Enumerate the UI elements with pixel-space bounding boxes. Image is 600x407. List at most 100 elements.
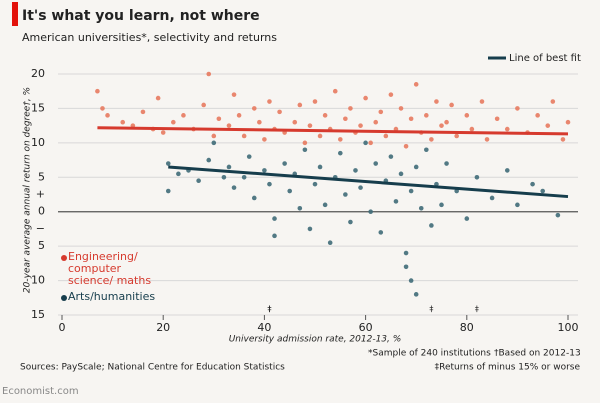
point — [322, 202, 328, 208]
point — [515, 106, 520, 111]
point — [413, 82, 419, 87]
below-range-marker: ‡ — [475, 305, 479, 314]
point — [272, 233, 277, 239]
point — [338, 137, 343, 142]
point — [408, 278, 414, 283]
point — [176, 171, 181, 177]
point — [479, 99, 485, 104]
x-tick-label: 40 — [257, 321, 271, 334]
point — [383, 133, 389, 139]
point — [206, 157, 212, 163]
y-tick-label: 5 — [38, 170, 45, 183]
footnote: †Based on 2012-13 — [494, 349, 581, 359]
point — [429, 137, 434, 142]
point — [358, 123, 363, 128]
fit-line — [97, 126, 569, 136]
point — [105, 113, 110, 118]
point — [388, 154, 394, 159]
below-range-marker: ‡ — [429, 305, 433, 314]
point — [403, 250, 409, 256]
point — [231, 185, 237, 190]
point — [413, 164, 419, 170]
point — [211, 133, 217, 139]
point — [418, 205, 424, 211]
point — [439, 202, 444, 208]
point — [474, 174, 480, 180]
point — [494, 116, 500, 122]
point — [272, 216, 277, 221]
legend-swatch — [61, 255, 67, 261]
point — [368, 209, 373, 215]
y-tick-label: 15 — [31, 308, 45, 321]
point — [413, 292, 419, 297]
y-tick-label: 15 — [31, 101, 45, 114]
point — [317, 164, 323, 170]
point — [257, 119, 262, 125]
y-axis-label: 20-year average annual return on degree†… — [23, 87, 33, 293]
point — [484, 137, 490, 142]
source: Sources: PayScale; National Centre for E… — [20, 363, 285, 373]
point — [241, 133, 247, 139]
point — [302, 147, 308, 153]
point — [444, 119, 449, 125]
sign-label: + — [36, 188, 45, 201]
point — [338, 150, 343, 156]
y-tick-label: 10 — [31, 274, 45, 287]
x-axis-label: University admission rate, 2012-13, % — [229, 335, 402, 345]
chart-title: It's what you learn, not where — [22, 8, 260, 24]
point — [565, 119, 571, 125]
point — [196, 178, 201, 184]
point — [312, 99, 318, 104]
point — [373, 119, 379, 125]
point — [160, 130, 166, 135]
point — [434, 99, 439, 104]
point — [100, 106, 105, 111]
point — [378, 109, 384, 115]
point — [348, 219, 353, 225]
point — [378, 230, 384, 235]
point — [181, 113, 186, 118]
point — [165, 161, 171, 166]
point — [95, 88, 100, 94]
fit-legend-label: Line of best fit — [509, 53, 581, 64]
point — [267, 99, 272, 104]
point — [282, 161, 287, 166]
x-tick-label: 20 — [156, 321, 170, 334]
sign-label: − — [36, 222, 45, 235]
legend-label: Engineering/ computer science/ maths — [68, 251, 152, 287]
point — [226, 164, 232, 170]
point — [343, 192, 348, 197]
point — [408, 188, 414, 194]
point — [464, 113, 470, 118]
point — [221, 174, 227, 180]
point — [322, 113, 328, 118]
point — [348, 106, 353, 111]
point — [155, 95, 161, 101]
x-tick-label: 0 — [59, 321, 66, 334]
x-tick-label: 60 — [359, 321, 373, 334]
point — [424, 113, 429, 118]
point — [408, 116, 414, 122]
y-tick-label: 10 — [31, 136, 45, 149]
footnote: ‡Returns of minus 15% or worse — [435, 363, 581, 373]
point — [216, 116, 222, 122]
legend-box: Engineering/ computer science/ maths — [68, 251, 152, 287]
point — [165, 188, 171, 194]
point — [140, 109, 146, 115]
point — [545, 123, 551, 128]
point — [444, 161, 449, 166]
point — [515, 202, 520, 208]
point — [120, 119, 126, 125]
point — [312, 181, 318, 187]
point — [201, 102, 206, 108]
point — [251, 195, 257, 201]
point — [368, 140, 373, 146]
brand: Economist.com — [2, 386, 79, 397]
point — [262, 168, 267, 173]
point — [439, 123, 444, 128]
point — [373, 161, 379, 166]
point — [277, 109, 282, 115]
point — [504, 126, 510, 132]
